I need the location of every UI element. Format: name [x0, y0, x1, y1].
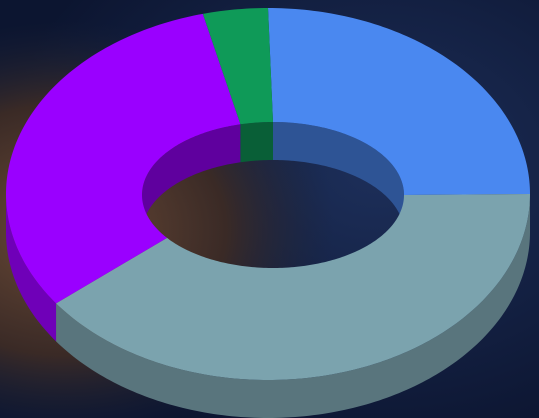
slice-side [56, 194, 530, 418]
slice-side [273, 122, 404, 233]
donut [6, 8, 530, 418]
slice-side [6, 194, 57, 342]
slice [56, 194, 530, 380]
slice-side [142, 124, 241, 233]
slice [6, 13, 241, 304]
slice-side [240, 122, 273, 163]
slice [268, 8, 530, 195]
slice [202, 8, 273, 125]
